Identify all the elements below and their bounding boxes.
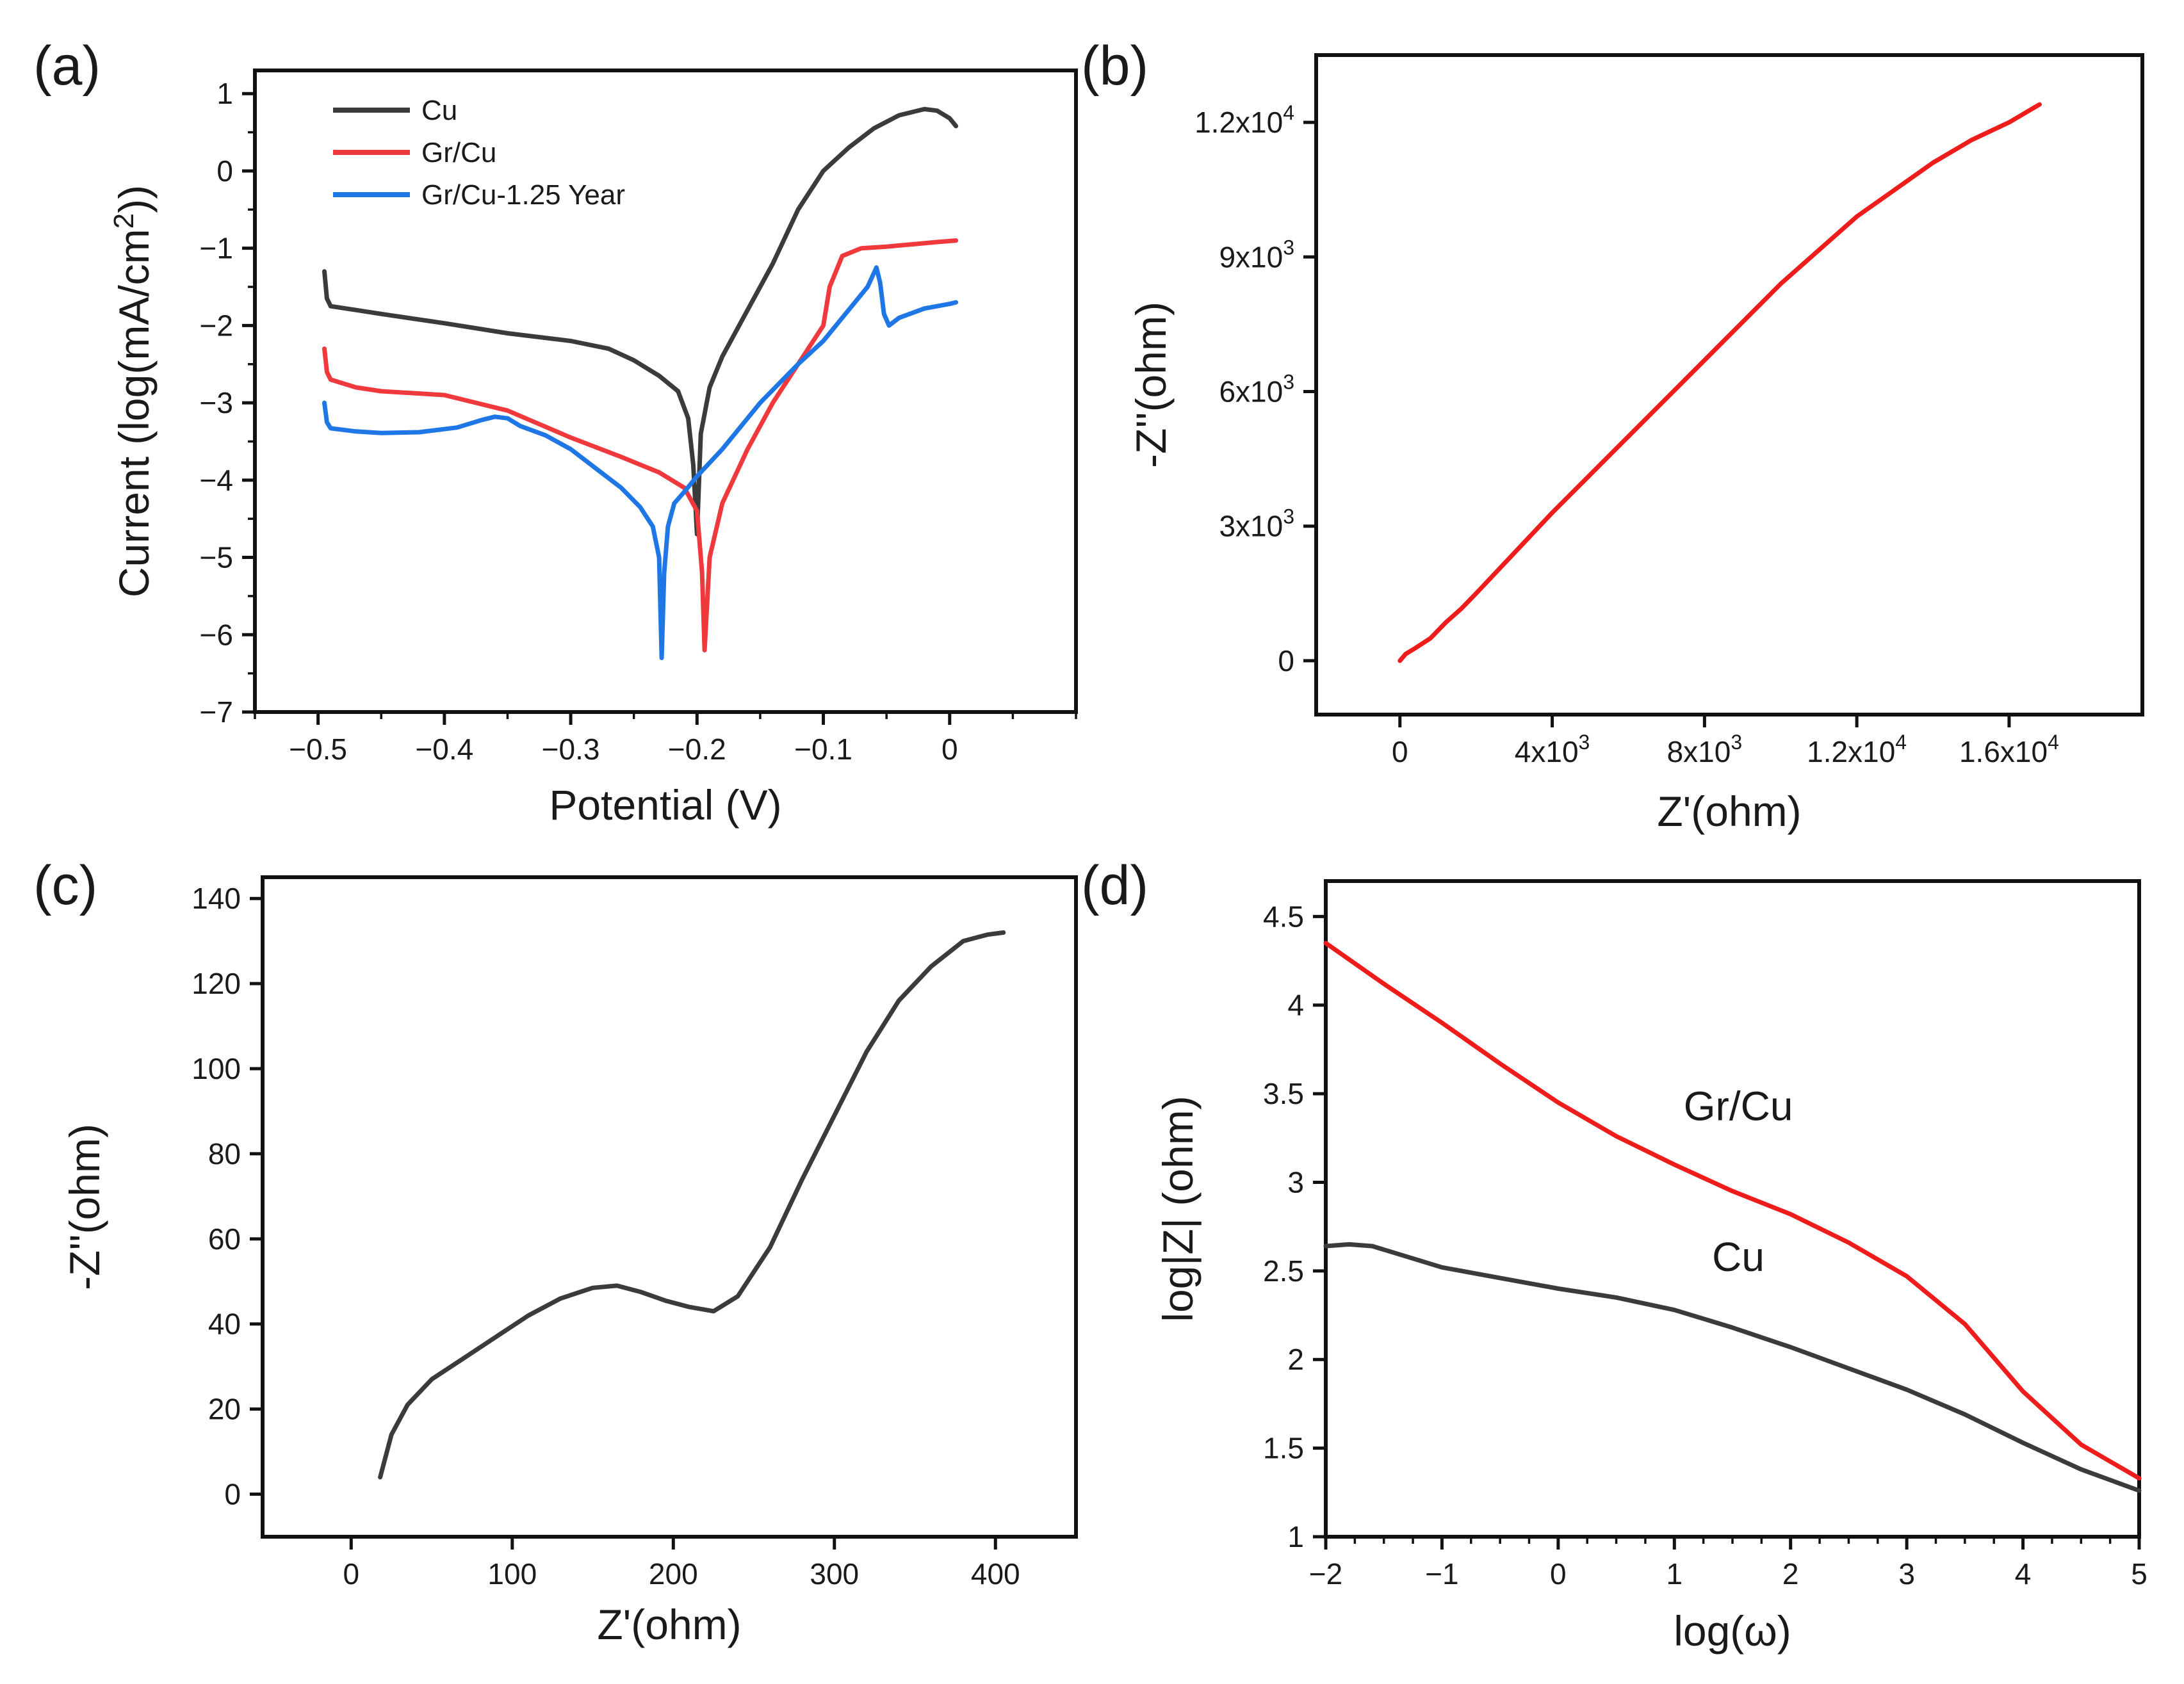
x-tick-label: 2 [1782, 1557, 1799, 1591]
y-tick-label: 2 [1287, 1343, 1304, 1376]
y-tick-label: 20 [208, 1393, 241, 1426]
y-axis-label: log|Z| (ohm) [1154, 1096, 1202, 1322]
x-tick-label: −1 [1425, 1557, 1458, 1591]
panel-b-frame [1314, 53, 2144, 717]
y-tick-label: 9x103 [1219, 236, 1294, 273]
y-tick-label: 2.5 [1263, 1254, 1304, 1288]
panel-d-bode-chart: −2 −1 0 1 2 3 4 5 1 1.5 2 2.5 3 3.5 4 4.5 log(ω) log|Z| (… [1081, 855, 2147, 1655]
x-tick-label: 200 [649, 1557, 698, 1591]
panel-c-frame [261, 875, 1078, 1539]
legend-label: Gr/Cu [421, 137, 496, 168]
y-tick-label: 0 [224, 1478, 241, 1511]
series-line-cu [378, 930, 1006, 1480]
series-line-cu [322, 106, 959, 537]
y-tick-label: 1 [216, 77, 233, 110]
x-tick-label: 100 [487, 1557, 537, 1591]
panel-label: (a) [33, 35, 101, 97]
y-tick-label: 100 [192, 1052, 241, 1085]
x-tick-label: 4 [2015, 1557, 2032, 1591]
panel-c-nyquist-cu-chart: 0 100 200 300 400 0 20 40 60 80 100 120 140 Z'(ohm) -Z… [33, 855, 1078, 1648]
series-line-cu [1323, 1242, 2142, 1493]
y-tick-label: 3x103 [1219, 505, 1294, 543]
y-tick-label: 1 [1287, 1520, 1304, 1553]
x-tick-label: 3 [1898, 1557, 1915, 1591]
y-tick-label: 80 [208, 1137, 241, 1170]
y-tick-label: 0 [216, 154, 233, 188]
y-tick-label: 120 [192, 967, 241, 1000]
y-tick-label: 1.2x104 [1194, 101, 1294, 139]
y-tick-label: 4.5 [1263, 900, 1304, 933]
legend-label: Cu [421, 95, 457, 126]
y-tick-label: 140 [192, 882, 241, 915]
panel-a-voltammetry-chart: −0.5 −0.4 −0.3 −0.2 −0.1 0 −7 −6 −5 −4 −3 −2 −1 0 1 Pot… [33, 35, 1078, 829]
y-tick-label: 3.5 [1263, 1077, 1304, 1110]
series-line-gr-cu [1398, 102, 2042, 663]
series-line-gr-cu [322, 238, 959, 652]
x-tick-label: 1.2x104 [1807, 731, 1907, 768]
y-axis-label: -Z''(ohm) [1127, 302, 1175, 468]
legend-label: Gr/Cu-1.25 Year [421, 179, 625, 211]
annotation-label: Gr/Cu [1684, 1083, 1793, 1129]
annotation-label: Cu [1712, 1234, 1764, 1280]
x-tick-label: 0 [1550, 1557, 1567, 1591]
y-tick-label: −6 [200, 618, 233, 651]
y-tick-label: 1.5 [1263, 1432, 1304, 1465]
x-axis-label: log(ω) [1674, 1607, 1791, 1655]
x-tick-label: −0.3 [542, 733, 600, 766]
y-tick-label: −1 [200, 232, 233, 265]
panel-a-frame [253, 69, 1078, 714]
x-tick-label: 1.6x104 [1959, 731, 2059, 768]
panel-label: (d) [1081, 855, 1148, 916]
x-tick-label: 1 [1666, 1557, 1683, 1591]
x-tick-label: 0 [343, 1557, 360, 1591]
y-tick-label: 40 [208, 1308, 241, 1341]
y-tick-label: 4 [1287, 989, 1304, 1022]
panel-label: (b) [1081, 35, 1148, 97]
x-tick-label: 0 [1392, 735, 1408, 768]
y-tick-label: 60 [208, 1222, 241, 1256]
y-tick-label: 0 [1278, 644, 1294, 677]
y-tick-label: −5 [200, 541, 233, 574]
x-tick-label: −0.2 [668, 733, 726, 766]
y-axis-label: -Z''(ohm) [61, 1124, 108, 1290]
y-axis-label: Current (log(mA/cm2)) [108, 185, 158, 597]
x-axis-label: Z'(ohm) [1657, 788, 1801, 835]
y-tick-label: −3 [200, 386, 233, 419]
y-tick-label: 6x103 [1219, 371, 1294, 409]
x-tick-label: −0.4 [415, 733, 473, 766]
series-line-gr-cu [1323, 941, 2142, 1481]
x-tick-label: 4x103 [1515, 731, 1590, 768]
x-tick-label: 0 [941, 733, 958, 766]
x-tick-label: −2 [1309, 1557, 1342, 1591]
y-tick-label: −7 [200, 695, 233, 729]
y-tick-label: 3 [1287, 1165, 1304, 1199]
legend: Cu Gr/Cu Gr/Cu-1.25 Year [333, 95, 625, 211]
y-tick-label: −2 [200, 309, 233, 342]
x-tick-label: −0.1 [794, 733, 852, 766]
x-axis-label: Z'(ohm) [597, 1601, 741, 1648]
x-tick-label: −0.5 [289, 733, 347, 766]
x-axis-label: Potential (V) [549, 781, 781, 829]
y-tick-label: −4 [200, 464, 233, 497]
panel-label: (c) [33, 855, 97, 916]
series-line-gr-cu-1-25-year [322, 265, 959, 660]
x-tick-label: 300 [810, 1557, 859, 1591]
x-tick-label: 400 [971, 1557, 1020, 1591]
panel-b-nyquist-gr-cu-chart: 0 4x103 8x103 1.2x104 1.6x104 0 3x103 6x103 9x10… [1081, 35, 2144, 835]
x-tick-label: 8x103 [1667, 731, 1743, 768]
x-tick-label: 5 [2131, 1557, 2147, 1591]
